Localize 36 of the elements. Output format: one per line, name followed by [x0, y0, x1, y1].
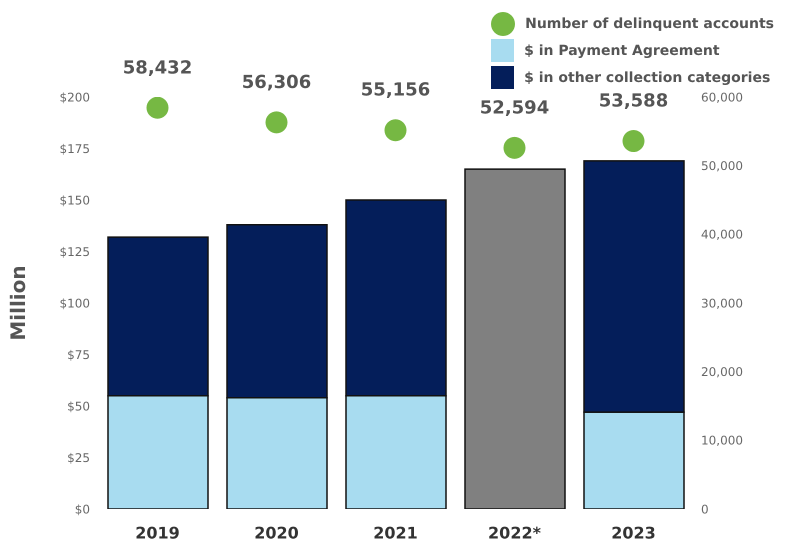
y-tick-label: $150: [59, 193, 90, 208]
point: [266, 111, 288, 134]
y-tick-label: $175: [59, 142, 90, 156]
legend-label: $ in other collection categories: [524, 70, 770, 86]
data-label: 55,156: [360, 80, 430, 101]
y-axis-title: Million: [6, 265, 30, 341]
y2-tick-label: 60,000: [701, 90, 743, 104]
y-tick-label: $50: [67, 399, 90, 414]
y2-tick-label: 50,000: [701, 158, 743, 173]
data-label: 56,306: [242, 72, 312, 93]
y-tick-label: $75: [67, 348, 90, 362]
y-tick-label: $125: [59, 244, 90, 259]
y-tick-label: $25: [67, 450, 90, 465]
data-label: 58,432: [122, 57, 192, 78]
bar: [464, 168, 566, 509]
point: [622, 130, 644, 152]
data-label: 52,594: [480, 97, 550, 118]
legend-label: $ in Payment Agreement: [524, 42, 720, 58]
y-tick-label: $100: [59, 296, 90, 310]
point: [504, 136, 526, 159]
point: [146, 97, 168, 119]
y2-tick-label: 10,000: [701, 434, 743, 448]
y2-tick-label: 30,000: [701, 296, 743, 310]
y-tick-label: $200: [59, 90, 90, 104]
data-label: 53,588: [598, 90, 668, 112]
x-tick-label: 2021: [373, 523, 418, 542]
y2-tick-label: 40,000: [701, 228, 743, 242]
y-tick-label: $0: [74, 502, 90, 516]
x-tick-label: 2020: [254, 523, 299, 542]
y2-tick-label: 0: [701, 502, 709, 516]
legend-label: Number of delinquent accounts: [525, 16, 774, 32]
x-tick-label: 2022*: [488, 523, 542, 542]
x-tick-label: 2019: [135, 523, 180, 542]
point: [384, 119, 406, 142]
x-tick-label: 2023: [611, 523, 656, 542]
y2-tick-label: 20,000: [701, 364, 743, 379]
